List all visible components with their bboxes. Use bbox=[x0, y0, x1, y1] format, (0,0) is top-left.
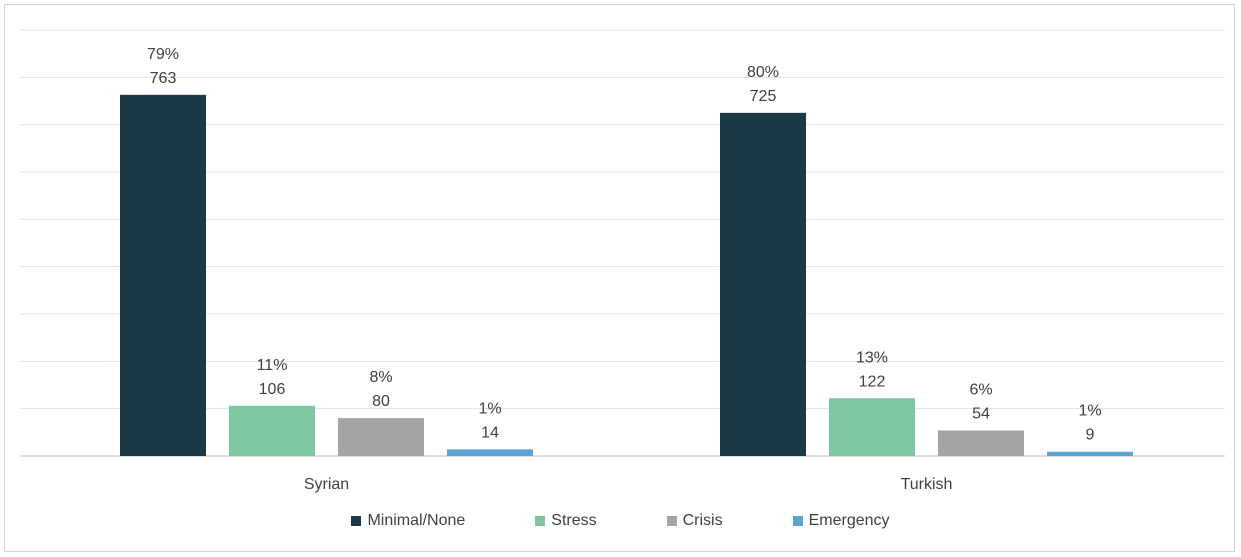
legend-item-emergency: Emergency bbox=[792, 512, 890, 530]
gridlines bbox=[20, 29, 1225, 457]
value-label: 106 bbox=[259, 381, 286, 398]
chart-frame bbox=[4, 4, 1235, 552]
bar-syrian-crisis bbox=[338, 418, 424, 456]
legend-swatch bbox=[666, 516, 677, 526]
category-label-syrian: Syrian bbox=[304, 476, 349, 493]
value-label: 725 bbox=[750, 88, 777, 105]
percent-label: 8% bbox=[369, 369, 392, 386]
value-label: 122 bbox=[859, 373, 886, 390]
bar-turkish-crisis bbox=[938, 430, 1024, 456]
data-labels: 763 79% 106 11% 80 8% 14 1% 725 80% 122 13% 54 6% 9 1% bbox=[147, 46, 1102, 444]
percent-label: 79% bbox=[147, 46, 179, 63]
value-label: 763 bbox=[150, 70, 177, 87]
bar-turkish-stress bbox=[829, 398, 915, 456]
legend: Minimal/None Stress Crisis Emergency bbox=[0, 512, 1241, 530]
bar-syrian-stress bbox=[229, 405, 315, 456]
category-labels: Syrian Turkish bbox=[304, 476, 953, 493]
legend-swatch bbox=[535, 516, 546, 526]
percent-label: 1% bbox=[1078, 403, 1101, 420]
legend-label: Emergency bbox=[808, 512, 890, 529]
bar-syrian-minimal-none bbox=[120, 94, 206, 456]
legend-label: Stress bbox=[551, 512, 597, 529]
bar-syrian-emergency bbox=[447, 449, 533, 456]
legend-label: Crisis bbox=[682, 512, 723, 529]
value-label: 54 bbox=[972, 405, 990, 422]
legend-label: Minimal/None bbox=[367, 512, 466, 529]
percent-label: 6% bbox=[969, 381, 992, 398]
category-label-turkish: Turkish bbox=[901, 476, 953, 493]
bar-turkish-emergency bbox=[1047, 451, 1133, 456]
bar-turkish-minimal-none bbox=[720, 112, 806, 456]
value-label: 9 bbox=[1086, 427, 1095, 444]
legend-item-crisis: Crisis bbox=[666, 512, 723, 530]
bars bbox=[120, 94, 1133, 456]
percent-label: 80% bbox=[747, 64, 779, 81]
percent-label: 1% bbox=[478, 400, 501, 417]
legend-item-stress: Stress bbox=[535, 512, 597, 530]
percent-label: 11% bbox=[257, 357, 288, 374]
percent-label: 13% bbox=[856, 349, 888, 366]
legend-item-minimal-none: Minimal/None bbox=[351, 512, 465, 530]
legend-swatch bbox=[351, 516, 362, 526]
value-label: 80 bbox=[372, 393, 390, 410]
legend-swatch bbox=[792, 516, 803, 526]
value-label: 14 bbox=[481, 424, 499, 441]
